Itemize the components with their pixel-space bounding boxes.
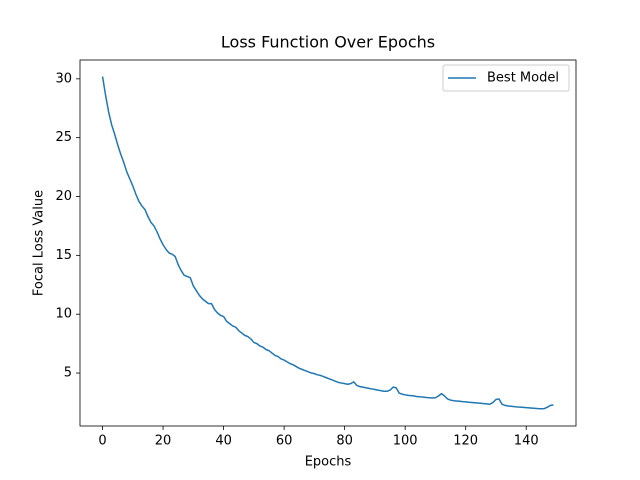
y-axis-label: Focal Loss Value	[32, 190, 47, 296]
x-tick-label: 100	[393, 434, 418, 449]
chart-title: Loss Function Over Epochs	[221, 33, 435, 52]
x-tick-label: 140	[514, 434, 539, 449]
x-axis-label: Epochs	[305, 455, 352, 470]
plot-frame	[79, 59, 577, 427]
y-tick-label: 5	[64, 366, 72, 381]
x-tick-label: 20	[155, 434, 172, 449]
y-tick-label: 25	[55, 130, 72, 145]
x-tick-label: 0	[98, 434, 106, 449]
y-tick-label: 30	[55, 71, 72, 86]
y-tick-label: 15	[55, 248, 72, 263]
line-series	[101, 76, 554, 410]
x-tick-label: 40	[215, 434, 232, 449]
x-tick-label: 120	[453, 434, 478, 449]
x-tick-label: 80	[336, 434, 353, 449]
y-tick-label: 10	[55, 307, 72, 322]
legend-box	[442, 64, 570, 92]
legend-label: Best Model	[487, 71, 559, 86]
x-tick-label: 60	[276, 434, 293, 449]
y-tick-label: 20	[55, 189, 72, 204]
